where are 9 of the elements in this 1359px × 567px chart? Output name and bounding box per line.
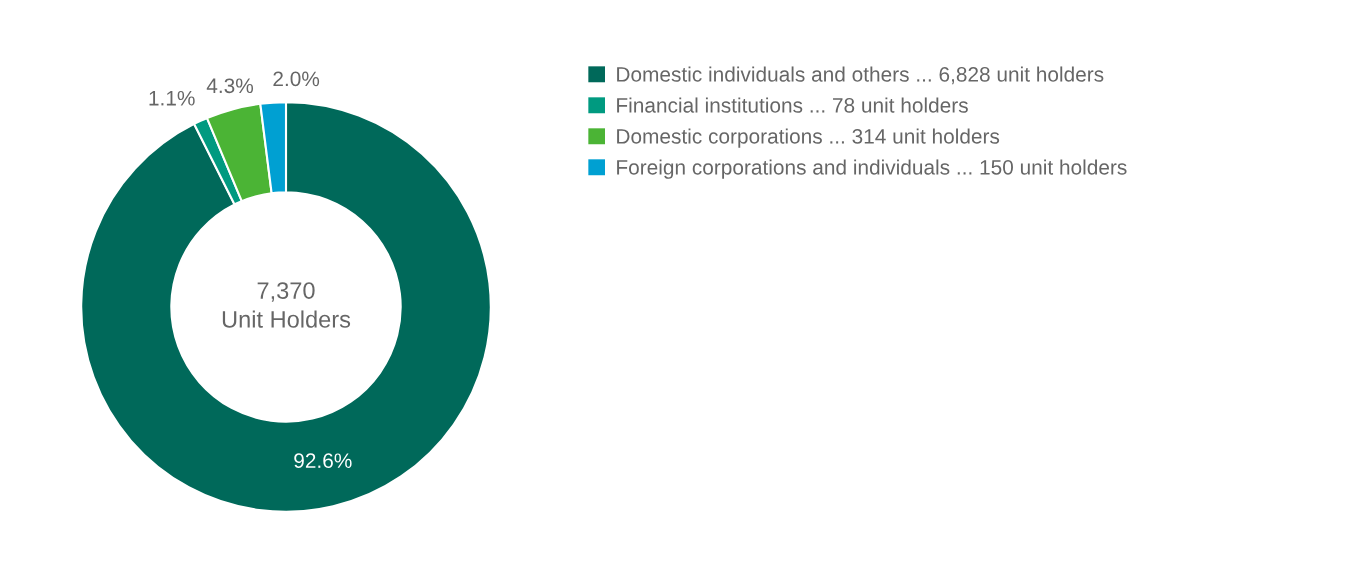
data-label: 2.0% — [273, 71, 320, 87]
text: 7,370 Unit Holders — [222, 282, 351, 328]
data-label: 92.6% — [294, 453, 352, 469]
legend-label: Domestic individuals and others ... 6,828 unit holders — [617, 66, 1104, 85]
data-label: 4.3% — [206, 78, 254, 94]
data-label: 1.1% — [149, 90, 195, 106]
legend-label: Financial institutions ... 78 unit holders — [617, 97, 968, 113]
legend-label: Foreign corporations and individuals ... 150 unit holders — [617, 159, 1127, 179]
legend-label: Domestic corporations ... 314 unit holders — [617, 128, 1000, 148]
